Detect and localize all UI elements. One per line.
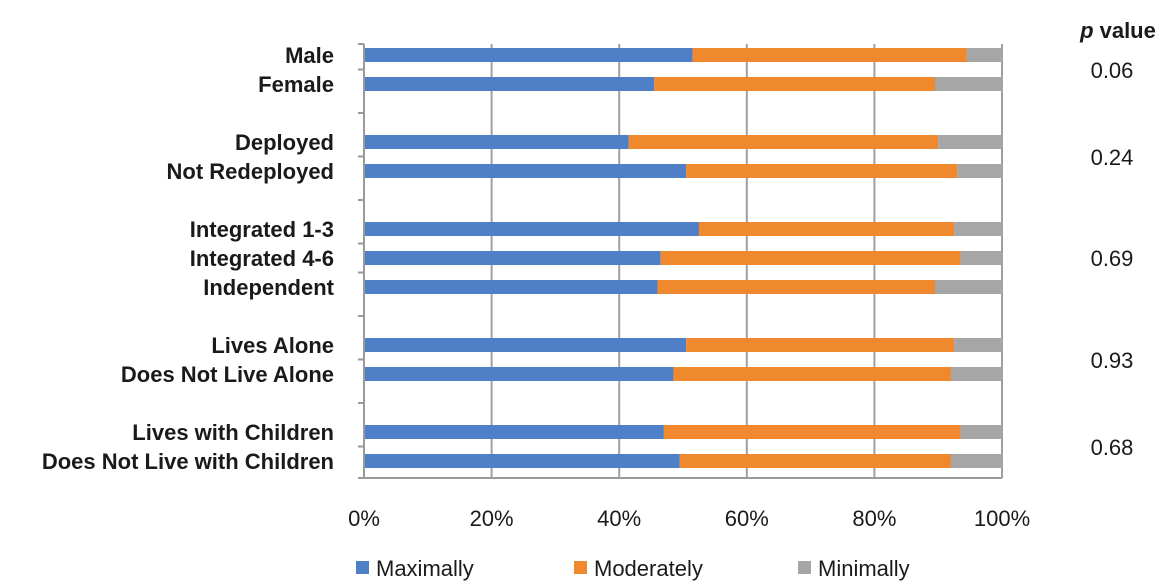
bar-minimally-lives-alone — [954, 338, 1002, 352]
bar-moderately-female — [654, 77, 935, 91]
category-label: Independent — [203, 275, 334, 300]
category-label: Lives Alone — [211, 333, 334, 358]
bar-maximally-lives-alone — [364, 338, 686, 352]
bar-maximally-deployed — [364, 135, 629, 149]
bar-maximally-does-not-live-alone — [364, 367, 673, 381]
bar-maximally-not-redeployed — [364, 164, 686, 178]
bar-moderately-does-not-live-with-children — [680, 454, 951, 468]
category-label: Not Redeployed — [167, 159, 334, 184]
bar-maximally-integrated-1-3 — [364, 222, 699, 236]
bar-moderately-independent — [657, 280, 935, 294]
x-tick-label: 20% — [470, 506, 514, 531]
bar-minimally-not-redeployed — [957, 164, 1002, 178]
bar-maximally-female — [364, 77, 654, 91]
p-value: 0.06 — [1091, 58, 1134, 83]
legend-swatch-minimally — [798, 561, 811, 574]
p-value: 0.93 — [1091, 348, 1134, 373]
legend-label-minimally: Minimally — [818, 556, 910, 581]
bar-maximally-does-not-live-with-children — [364, 454, 680, 468]
bar-minimally-does-not-live-with-children — [951, 454, 1002, 468]
bar-moderately-deployed — [629, 135, 938, 149]
x-tick-label: 100% — [974, 506, 1030, 531]
bar-minimally-female — [935, 77, 1002, 91]
x-tick-label: 60% — [725, 506, 769, 531]
p-value-header-italic: p — [1079, 18, 1093, 43]
x-tick-labels: 0% 20% 40% 60% 80% 100% — [348, 506, 1030, 531]
category-label: Integrated 4-6 — [190, 246, 334, 271]
p-value: 0.68 — [1091, 435, 1134, 460]
bar-minimally-deployed — [938, 135, 1002, 149]
bar-moderately-male — [693, 48, 967, 62]
bar-minimally-independent — [935, 280, 1002, 294]
bar-moderately-not-redeployed — [686, 164, 957, 178]
bar-moderately-does-not-live-alone — [673, 367, 951, 381]
p-value: 0.24 — [1091, 145, 1134, 170]
category-label: Lives with Children — [132, 420, 334, 445]
category-label: Deployed — [235, 130, 334, 155]
bar-maximally-lives-with-children — [364, 425, 664, 439]
category-label: Female — [258, 72, 334, 97]
legend-label-moderately: Moderately — [594, 556, 703, 581]
bar-minimally-male — [967, 48, 1002, 62]
category-label: Integrated 1-3 — [190, 217, 334, 242]
p-value-header-text: value — [1100, 18, 1156, 43]
category-label: Does Not Live with Children — [42, 449, 334, 474]
bar-moderately-lives-with-children — [664, 425, 961, 439]
x-tick-label: 80% — [852, 506, 896, 531]
category-label: Male — [285, 43, 334, 68]
bar-maximally-integrated-4-6 — [364, 251, 661, 265]
legend: Maximally Moderately Minimally — [356, 556, 910, 581]
category-labels: Male Female Deployed Not Redeployed Integrat… — [42, 43, 335, 474]
p-values: p value 0.06 0.24 0.69 0.93 0.68 — [1079, 18, 1156, 460]
legend-swatch-moderately — [574, 561, 587, 574]
bar-moderately-integrated-1-3 — [699, 222, 954, 236]
bars — [364, 48, 1002, 468]
bar-maximally-male — [364, 48, 693, 62]
legend-label-maximally: Maximally — [376, 556, 474, 581]
bar-minimally-integrated-1-3 — [954, 222, 1002, 236]
bar-maximally-independent — [364, 280, 657, 294]
bar-minimally-does-not-live-alone — [951, 367, 1002, 381]
x-tick-label: 40% — [597, 506, 641, 531]
bar-minimally-lives-with-children — [961, 425, 1002, 439]
bar-moderately-integrated-4-6 — [661, 251, 961, 265]
legend-swatch-maximally — [356, 561, 369, 574]
p-value: 0.69 — [1091, 246, 1134, 271]
category-label: Does Not Live Alone — [121, 362, 334, 387]
bar-minimally-integrated-4-6 — [961, 251, 1002, 265]
p-value-header: p value — [1079, 18, 1156, 43]
x-tick-label: 0% — [348, 506, 380, 531]
bar-moderately-lives-alone — [686, 338, 954, 352]
